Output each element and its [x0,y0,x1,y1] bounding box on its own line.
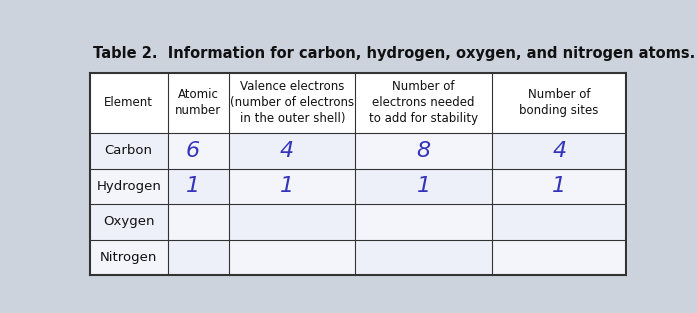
Bar [492,169,626,204]
Text: 1: 1 [552,177,566,196]
Text: 1: 1 [280,177,294,196]
Bar [90,204,167,239]
Bar [90,239,167,275]
Text: 8: 8 [417,141,431,161]
Text: Number of
electrons needed
to add for stability: Number of electrons needed to add for st… [369,80,478,126]
Bar [355,133,492,169]
Bar [229,169,355,204]
Bar [355,204,492,239]
Text: 4: 4 [552,141,566,161]
Bar [492,133,626,169]
Text: Atomic
number: Atomic number [176,88,222,117]
Bar [167,133,229,169]
Text: Oxygen: Oxygen [103,215,155,228]
Bar [492,239,626,275]
Text: Element: Element [105,96,153,109]
Bar [355,239,492,275]
Text: Hydrogen: Hydrogen [96,180,161,193]
Text: 6: 6 [186,141,200,161]
Text: Table 2.  Information for carbon, hydrogen, oxygen, and nitrogen atoms.: Table 2. Information for carbon, hydroge… [93,46,695,61]
Text: 4: 4 [280,141,294,161]
Text: Carbon: Carbon [105,145,153,157]
Bar [229,204,355,239]
Bar [167,239,229,275]
Text: Valence electrons
(number of electrons
in the outer shell): Valence electrons (number of electrons i… [230,80,354,126]
Bar [229,133,355,169]
Bar [355,169,492,204]
Bar [167,169,229,204]
Text: 1: 1 [186,177,200,196]
Bar [90,133,167,169]
Text: Number of
bonding sites: Number of bonding sites [519,88,599,117]
Text: 1: 1 [417,177,431,196]
Bar [90,169,167,204]
Bar [229,239,355,275]
Bar [90,73,626,275]
Bar [167,204,229,239]
Text: Nitrogen: Nitrogen [100,251,158,264]
Bar [492,204,626,239]
